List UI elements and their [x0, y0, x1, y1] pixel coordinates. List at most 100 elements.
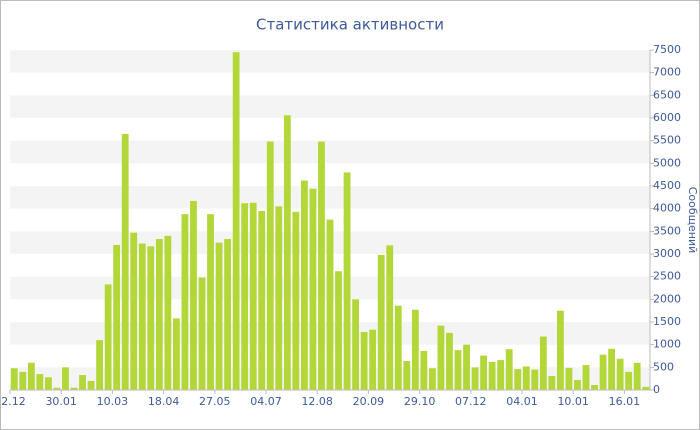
bar: [335, 271, 342, 390]
y-tick-label: 5000: [653, 156, 681, 169]
bar: [463, 344, 470, 390]
y-tick-label: 7000: [653, 66, 681, 79]
bar: [394, 305, 402, 390]
bar: [275, 206, 283, 390]
bar: [10, 368, 18, 390]
bar: [96, 340, 104, 390]
bar: [454, 350, 462, 390]
bar: [522, 366, 530, 390]
bar: [480, 355, 488, 390]
x-tick-label: 10.03: [97, 395, 129, 408]
bar: [633, 362, 641, 390]
bar: [190, 200, 197, 390]
bar: [556, 310, 564, 390]
bar: [224, 239, 232, 390]
bar: [232, 52, 240, 391]
grid-band: [10, 140, 650, 164]
bar: [565, 367, 573, 390]
bar: [386, 245, 394, 390]
bar: [70, 387, 78, 390]
bar: [283, 115, 291, 390]
bar: [198, 277, 206, 390]
bar: [53, 387, 61, 390]
bar: [181, 214, 189, 390]
bar: [514, 369, 522, 390]
bar: [411, 309, 419, 390]
bar: [79, 375, 86, 390]
y-axis-label: Сообщений: [686, 187, 699, 254]
bar: [147, 246, 155, 390]
y-tick-label: 6500: [653, 88, 681, 101]
bar: [87, 380, 95, 390]
bar: [113, 244, 121, 390]
bar: [309, 188, 317, 390]
bar: [44, 377, 52, 390]
grid-band: [10, 50, 650, 73]
y-tick-label: 2000: [653, 292, 681, 305]
bar: [539, 336, 547, 390]
bar: [249, 202, 257, 390]
bar: [326, 219, 334, 390]
x-tick-label: 10.01: [557, 395, 589, 408]
bar: [437, 325, 445, 390]
x-tick-label: 30.01: [45, 395, 77, 408]
x-tick-label: 18.04: [148, 395, 180, 408]
bar: [155, 239, 163, 390]
bar: [360, 331, 368, 390]
y-tick-label: 6000: [653, 111, 681, 124]
bar: [36, 374, 44, 390]
y-tick-label: 7500: [653, 43, 681, 56]
bar: [130, 232, 138, 390]
bar: [258, 210, 266, 390]
bar: [121, 133, 129, 390]
y-tick-label: 3500: [653, 224, 681, 237]
y-tick-label: 1500: [653, 315, 681, 328]
bar: [420, 351, 428, 390]
bar: [104, 284, 112, 390]
x-tick-label: 29.10: [404, 395, 436, 408]
bar: [446, 332, 453, 390]
bar: [352, 299, 360, 390]
y-tick-label: 500: [653, 360, 674, 373]
x-tick-label: 22.12: [0, 395, 26, 408]
y-tick-label: 4500: [653, 179, 681, 192]
bar: [138, 243, 146, 390]
bar: [19, 371, 27, 390]
bar: [531, 369, 539, 390]
y-tick-label: 4000: [653, 202, 681, 215]
bar: [292, 211, 300, 390]
bar: [343, 172, 351, 390]
grid-band: [10, 95, 650, 118]
bar: [616, 358, 624, 390]
x-tick-label: 16.01: [609, 395, 641, 408]
bar: [172, 318, 180, 390]
bar: [207, 214, 214, 390]
y-tick-label: 1000: [653, 338, 681, 351]
bar: [377, 254, 385, 390]
bar: [497, 360, 505, 390]
bar: [62, 367, 69, 390]
y-tick-label: 5500: [653, 134, 681, 147]
chart-title: Статистика активности: [256, 16, 444, 34]
y-tick-label: 2500: [653, 270, 681, 283]
bar: [599, 354, 607, 390]
bar: [625, 371, 633, 390]
bar: [164, 235, 172, 390]
bar: [428, 368, 436, 390]
bar: [591, 385, 598, 390]
bar: [582, 365, 590, 390]
bar: [642, 386, 650, 390]
x-tick-label: 04.07: [250, 395, 282, 408]
bar: [318, 141, 325, 390]
bar: [471, 367, 479, 390]
bar: [241, 203, 249, 390]
bar: [403, 360, 411, 390]
x-tick-label: 12.08: [301, 395, 333, 408]
bar: [548, 375, 556, 390]
bar: [266, 141, 274, 390]
bar: [215, 242, 223, 390]
x-tick-label: 20.09: [353, 395, 385, 408]
x-tick-label: 27.05: [199, 395, 231, 408]
bar: [574, 380, 581, 390]
